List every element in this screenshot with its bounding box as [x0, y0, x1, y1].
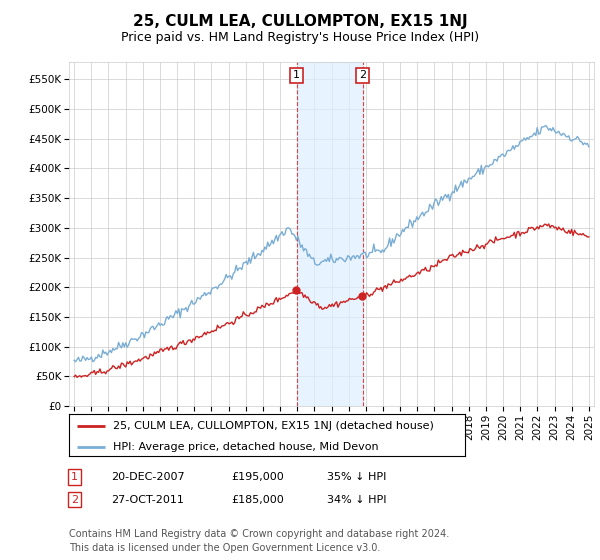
Text: HPI: Average price, detached house, Mid Devon: HPI: Average price, detached house, Mid …: [113, 442, 378, 452]
Text: 25, CULM LEA, CULLOMPTON, EX15 1NJ: 25, CULM LEA, CULLOMPTON, EX15 1NJ: [133, 14, 467, 29]
Text: 25, CULM LEA, CULLOMPTON, EX15 1NJ (detached house): 25, CULM LEA, CULLOMPTON, EX15 1NJ (deta…: [113, 421, 433, 431]
Text: 1: 1: [293, 71, 300, 81]
Text: Price paid vs. HM Land Registry's House Price Index (HPI): Price paid vs. HM Land Registry's House …: [121, 31, 479, 44]
Text: 2: 2: [71, 494, 78, 505]
Text: 34% ↓ HPI: 34% ↓ HPI: [327, 494, 386, 505]
Bar: [296, 62, 363, 406]
Text: 27-OCT-2011: 27-OCT-2011: [111, 494, 184, 505]
Text: £195,000: £195,000: [231, 472, 284, 482]
Text: Contains HM Land Registry data © Crown copyright and database right 2024.
This d: Contains HM Land Registry data © Crown c…: [69, 529, 449, 553]
Text: £185,000: £185,000: [231, 494, 284, 505]
Text: 20-DEC-2007: 20-DEC-2007: [111, 472, 185, 482]
Text: 2: 2: [359, 71, 366, 81]
Text: 35% ↓ HPI: 35% ↓ HPI: [327, 472, 386, 482]
Text: 1: 1: [71, 472, 78, 482]
